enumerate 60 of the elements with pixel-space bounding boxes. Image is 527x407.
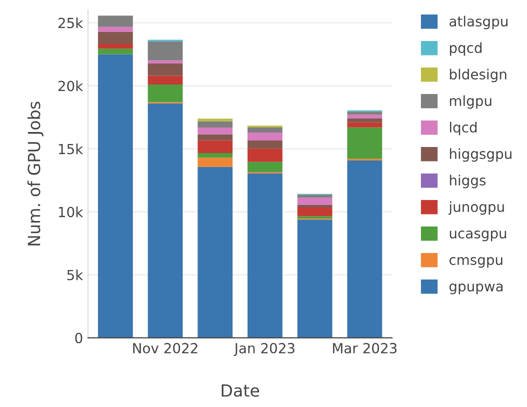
- bar: [297, 216, 332, 219]
- bar: [98, 16, 133, 27]
- legend-label: mlgpu: [450, 95, 492, 109]
- bar: [198, 118, 233, 122]
- y-tick-label: 15k: [58, 144, 84, 154]
- y-tick-label: 20k: [58, 80, 84, 92]
- bar: [198, 134, 233, 140]
- bar: [148, 76, 183, 85]
- bar: [98, 48, 133, 54]
- bar: [98, 44, 133, 49]
- y-tick-label: 5k: [67, 270, 84, 280]
- bar: [98, 32, 133, 44]
- legend-label: atlasgpu: [450, 16, 508, 30]
- bar: [297, 204, 332, 208]
- bar: [297, 198, 332, 205]
- bar: [148, 63, 183, 76]
- bar: [198, 166, 233, 338]
- bar: [148, 41, 183, 60]
- bar: [347, 127, 382, 159]
- x-tick-label: Mar 2023: [333, 342, 397, 354]
- bar: [198, 121, 233, 128]
- legend-label: cmsgpu: [449, 257, 502, 268]
- bar: [347, 160, 382, 338]
- bar: [297, 208, 332, 216]
- bar: [297, 194, 332, 198]
- legend-label: ucasgpu: [450, 230, 506, 242]
- y-tick-label: 0: [75, 332, 82, 344]
- y-axis-title: Num. of GPU Jobs: [27, 102, 44, 246]
- bar: [198, 152, 233, 158]
- x-tick-label: Nov 2022: [133, 342, 198, 354]
- bar: [248, 148, 282, 162]
- bar: [248, 132, 282, 140]
- legend-label: junogpu: [448, 201, 504, 215]
- bar: [297, 220, 332, 338]
- legend-label: higgs: [450, 174, 486, 188]
- bar: [148, 103, 183, 338]
- bar: [198, 127, 233, 134]
- y-tick-label: 25k: [58, 18, 84, 28]
- bar: [98, 26, 133, 32]
- legend-label: higgsgpu: [450, 148, 512, 162]
- bar: [248, 173, 282, 338]
- bar: [248, 162, 282, 172]
- bar: [198, 140, 233, 153]
- bar: [98, 54, 133, 338]
- x-tick-label: Jan 2023: [234, 342, 294, 356]
- bar: [347, 114, 382, 119]
- bar: [347, 122, 382, 128]
- bar: [148, 84, 183, 102]
- legend-label: gpupwa: [449, 284, 503, 294]
- y-tick-label: 10k: [58, 206, 84, 218]
- legend-label: pqcd: [450, 42, 482, 56]
- bar: [347, 118, 382, 122]
- bar: [248, 127, 282, 133]
- x-axis-title: Date: [222, 384, 260, 397]
- bar: [148, 60, 183, 64]
- bar: [198, 158, 233, 167]
- legend-label: bldesign: [450, 68, 506, 82]
- bar: [347, 112, 382, 115]
- legend-label: lqcd: [450, 122, 477, 136]
- bar: [248, 140, 282, 149]
